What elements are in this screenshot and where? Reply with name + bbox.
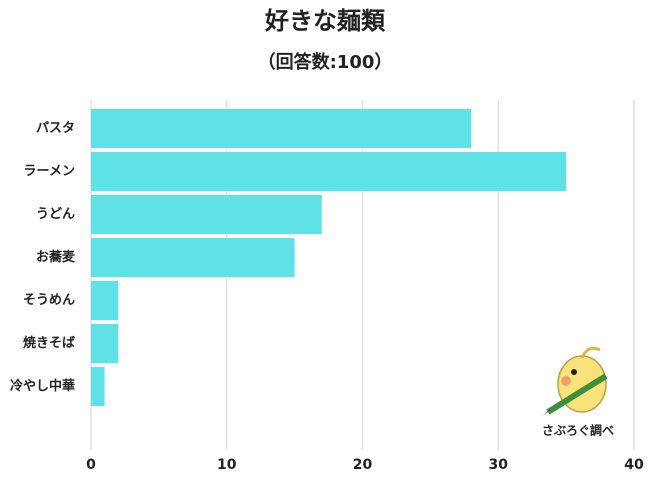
bar [91,109,472,148]
x-tick-label: 20 [353,457,373,473]
watermark: さぶろぐ調べ [542,423,614,438]
y-tick-label: お蕎麦 [36,249,76,265]
chart-subtitle: （回答数:100） [258,51,393,73]
mascot [543,346,608,416]
x-tick-label: 10 [217,457,237,473]
y-tick-label: 焼きそば [23,335,75,351]
bar [91,281,119,320]
bar [91,195,322,234]
y-tick-label: ラーメン [24,164,75,179]
x-tick-label: 40 [624,457,644,473]
bar [91,367,105,406]
y-tick-label: そうめん [23,293,75,308]
y-tick-label: パスタ [36,121,75,136]
chart-title: 好きな麺類 [264,7,386,35]
y-tick-label: うどん [36,207,75,222]
y-tick-label: 冷やし中華 [10,378,75,394]
bar [91,152,567,191]
bar [91,238,295,277]
x-tick-label: 30 [489,457,509,473]
bar [91,324,119,363]
x-tick-label: 0 [86,457,96,473]
bars [91,109,567,406]
